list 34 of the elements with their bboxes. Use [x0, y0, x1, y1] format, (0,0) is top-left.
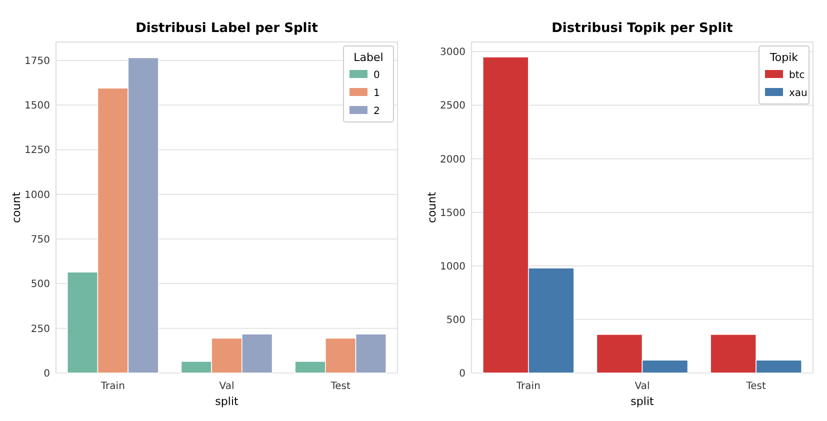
legend-title: Label — [354, 51, 384, 64]
legend-label: xau — [789, 88, 808, 99]
legend-label: btc — [789, 70, 805, 81]
chart-title: Distribusi Topik per Split — [552, 21, 733, 36]
chart-title: Distribusi Label per Split — [136, 21, 318, 36]
y-tick-label: 1000 — [440, 261, 466, 272]
y-tick-label: 0 — [459, 368, 466, 380]
y-tick-label: 500 — [30, 279, 50, 290]
x-axis-title: split — [630, 395, 655, 408]
x-tick-label: Test — [330, 381, 351, 392]
x-tick-label: Val — [634, 381, 650, 392]
x-tick-label: Val — [219, 381, 234, 392]
y-tick-label: 2000 — [440, 154, 466, 166]
x-tick-label: Train — [100, 381, 125, 392]
y-tick-label: 500 — [446, 314, 466, 326]
y-tick-label: 1500 — [440, 208, 466, 219]
y-tick-label: 1750 — [24, 56, 50, 67]
y-tick-label: 2500 — [440, 100, 466, 112]
x-tick-label: Train — [515, 381, 540, 392]
legend-title: Topik — [769, 51, 799, 64]
y-axis-title: count — [10, 191, 23, 224]
y-tick-label: 1000 — [24, 190, 50, 201]
y-tick-label: 1250 — [24, 145, 50, 156]
y-tick-label: 250 — [30, 324, 50, 335]
x-tick-label: Test — [745, 381, 766, 392]
y-tick-label: 0 — [44, 368, 50, 380]
legend-label: 0 — [374, 70, 380, 81]
legend-label: 1 — [374, 88, 380, 99]
legend-label: 2 — [374, 106, 380, 117]
y-axis-title: count — [426, 191, 438, 224]
y-tick-label: 3000 — [440, 47, 466, 58]
y-tick-label: 1500 — [24, 100, 50, 112]
y-tick-label: 750 — [30, 234, 50, 246]
x-axis-title: split — [215, 395, 240, 408]
